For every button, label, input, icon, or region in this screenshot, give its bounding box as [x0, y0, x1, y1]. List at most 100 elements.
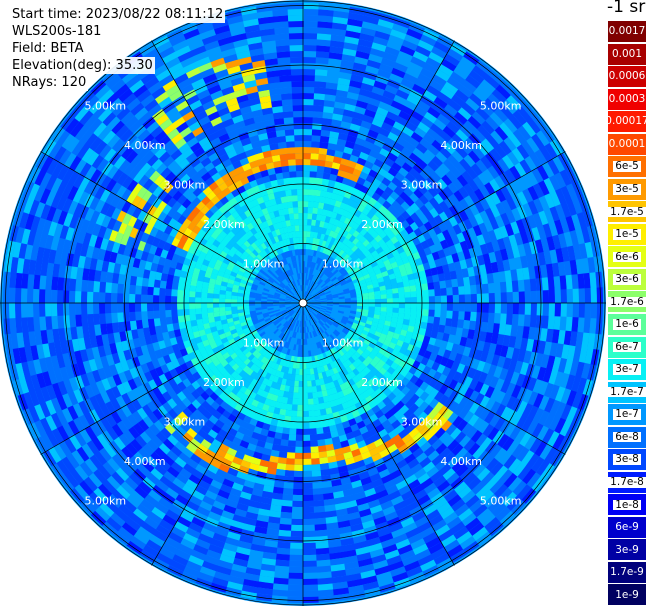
ppi-cell: [318, 153, 327, 161]
ppi-cell: [312, 117, 323, 124]
ppi-cell: [307, 295, 313, 300]
ppi-cell: [12, 347, 22, 365]
ppi-cell: [132, 422, 145, 436]
ppi-cell: [203, 276, 211, 283]
ppi-cell: [377, 69, 392, 80]
ppi-cell: [320, 215, 327, 222]
ppi-cell: [346, 462, 357, 472]
ppi-cell: [320, 474, 332, 483]
ppi-cell: [313, 269, 318, 276]
ppi-cell: [336, 314, 343, 319]
ppi-cell: [231, 363, 240, 371]
ppi-cell: [419, 169, 431, 181]
ppi-cell: [199, 566, 216, 577]
ppi-cell: [335, 315, 343, 321]
ppi-cell: [478, 222, 488, 235]
ppi-cell: [335, 422, 344, 431]
ppi-cell: [308, 404, 315, 411]
ppi-cell: [27, 359, 37, 376]
ppi-cell: [485, 241, 495, 254]
ppi-cell: [188, 337, 197, 346]
ppi-cell: [133, 218, 143, 230]
ppi-cell: [325, 321, 331, 328]
ppi-cell: [307, 398, 314, 405]
ppi-cell: [446, 287, 453, 296]
ppi-cell: [274, 336, 281, 344]
ppi-cell: [27, 273, 35, 289]
ppi-cell: [468, 522, 485, 537]
ppi-cell: [422, 303, 429, 310]
ppi-cell: [412, 543, 429, 556]
ppi-cell: [241, 434, 252, 443]
ppi-cell: [94, 235, 104, 249]
ppi-cell: [212, 473, 225, 484]
ppi-cell: [113, 436, 126, 451]
ppi-cell: [472, 503, 488, 518]
ppi-cell: [257, 414, 266, 423]
ppi-cell: [329, 265, 336, 272]
ppi-cell: [410, 297, 417, 304]
ppi-cell: [171, 295, 178, 303]
ppi-cell: [344, 36, 360, 45]
ppi-cell: [335, 233, 343, 241]
ppi-cell: [479, 102, 495, 117]
ppi-cell: [510, 325, 518, 338]
ppi-cell: [428, 303, 435, 311]
ppi-cell: [329, 274, 336, 281]
ppi-cell: [277, 389, 285, 397]
ppi-cell: [8, 302, 16, 319]
ppi-cell: [158, 373, 168, 384]
ppi-cell: [273, 304, 280, 307]
ppi-cell: [315, 361, 321, 368]
ppi-cell: [82, 359, 92, 374]
ppi-cell: [347, 18, 364, 28]
ppi-cell: [408, 279, 416, 287]
ppi-cell: [553, 276, 561, 291]
ppi-cell: [375, 463, 388, 474]
ppi-cell: [264, 336, 271, 344]
ppi-cell: [377, 428, 388, 439]
ppi-cell: [273, 388, 280, 396]
ppi-cell: [425, 359, 435, 369]
ppi-cell: [292, 488, 303, 495]
ppi-cell: [106, 322, 114, 334]
ppi-cell: [468, 70, 485, 85]
ppi-cell: [380, 95, 394, 106]
ppi-cell: [242, 415, 252, 424]
ppi-cell: [401, 147, 413, 158]
ppi-cell: [372, 515, 387, 526]
ppi-cell: [440, 256, 448, 267]
ppi-cell: [292, 325, 296, 332]
ppi-cell: [21, 316, 29, 333]
ppi-cell: [126, 413, 138, 427]
ppi-cell: [428, 51, 445, 65]
ppi-cell: [565, 406, 578, 424]
ppi-cell: [220, 281, 228, 287]
ppi-cell: [322, 316, 329, 321]
ppi-cell: [237, 299, 244, 303]
ppi-cell: [333, 447, 344, 456]
ppi-cell: [303, 308, 306, 315]
ppi-cell: [195, 291, 202, 298]
ppi-cell: [339, 235, 346, 243]
ppi-cell: [476, 340, 485, 352]
ppi-cell: [463, 276, 471, 287]
ppi-cell: [141, 459, 155, 473]
ppi-cell: [225, 294, 232, 300]
ppi-cell: [33, 230, 43, 247]
ppi-cell: [263, 479, 275, 487]
ppi-cell: [420, 34, 438, 47]
ppi-cell: [388, 522, 404, 533]
ppi-cell: [391, 67, 407, 79]
ppi-cell: [298, 314, 301, 321]
ppi-cell: [194, 302, 202, 309]
ppi-cell: [416, 472, 430, 485]
ppi-cell: [337, 274, 344, 281]
ppi-cell: [413, 489, 428, 501]
ppi-cell: [438, 200, 450, 212]
ppi-cell: [438, 211, 449, 223]
ppi-cell: [523, 350, 532, 365]
ppi-cell: [407, 325, 415, 333]
ppi-cell: [352, 278, 360, 284]
ppi-cell: [279, 408, 287, 416]
